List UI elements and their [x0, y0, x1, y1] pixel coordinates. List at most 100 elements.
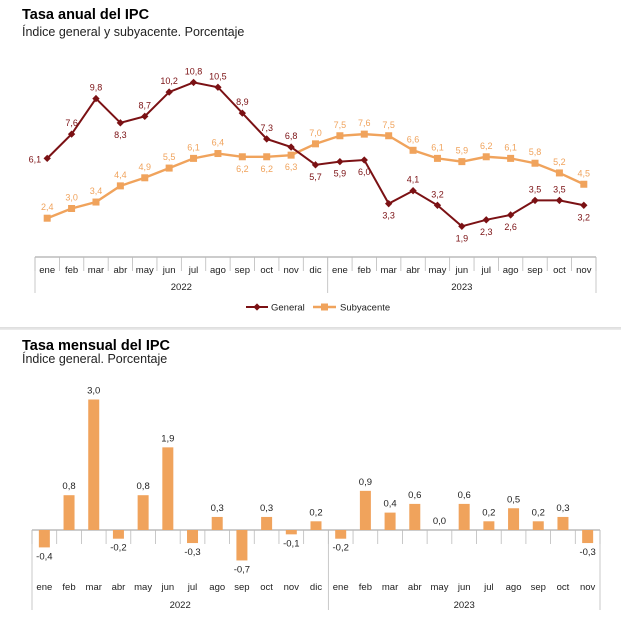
general-point: [360, 156, 368, 164]
x-tick-label: abr: [114, 265, 128, 276]
data-label-subyacente: 7,0: [309, 128, 322, 138]
subyacente-point: [458, 158, 466, 166]
x-tick-label: ago: [506, 582, 522, 593]
year-label: 2023: [454, 600, 475, 611]
data-label-general: 6,1: [29, 154, 42, 164]
x-tick-label: ene: [36, 582, 52, 593]
subyacente-point: [238, 153, 246, 161]
x-tick-label: mar: [380, 265, 396, 276]
panel-divider: [0, 327, 621, 331]
subyacente-point: [312, 140, 319, 148]
bar: [236, 530, 248, 561]
data-label-subyacente: 6,2: [480, 141, 493, 151]
bar-value-label: 3,0: [87, 386, 100, 397]
x-tick-label: ene: [332, 265, 348, 276]
series-line-general: [46, 81, 584, 228]
data-label-general: 10,8: [185, 66, 203, 76]
x-tick-label: jul: [187, 582, 198, 593]
x-tick-label: mar: [88, 265, 104, 276]
bar-value-label: 0,3: [211, 503, 224, 514]
x-tick-label: may: [431, 582, 449, 593]
subyacente-point: [92, 198, 100, 206]
legend-subyacente-marker: [321, 303, 328, 311]
data-label-general: 7,3: [260, 123, 273, 133]
x-tick-label: jul: [483, 582, 494, 593]
x-tick-label: jul: [480, 265, 491, 276]
x-tick-label: may: [428, 265, 446, 276]
x-tick-label: feb: [65, 265, 78, 276]
x-tick-label: abr: [408, 582, 422, 593]
subyacente-point: [507, 154, 515, 162]
data-label-general: 8,3: [114, 130, 127, 140]
bar-value-label: 0,3: [260, 503, 273, 514]
bar: [384, 512, 396, 530]
bar-value-label: 0,2: [309, 507, 322, 518]
bar-value-label: -0,3: [579, 547, 595, 558]
data-label-general: 3,5: [529, 184, 542, 194]
data-label-general: 3,2: [431, 189, 444, 199]
x-tick-label: ago: [503, 265, 519, 276]
general-point: [482, 216, 490, 224]
data-label-subyacente: 5,5: [163, 152, 176, 162]
data-label-general: 3,5: [553, 184, 566, 194]
subyacente-point: [580, 180, 588, 188]
bar-value-label: 0,6: [408, 490, 421, 501]
x-tick-label: oct: [260, 265, 273, 276]
general-point: [214, 83, 222, 91]
bar: [285, 530, 297, 535]
general-point: [531, 196, 539, 205]
monthly-chart-subtitle: Índice general. Porcentaje: [22, 352, 168, 366]
bar-value-label: 0,8: [137, 481, 150, 492]
data-label-general: 5,7: [309, 172, 322, 182]
data-label-subyacente: 6,1: [187, 142, 200, 152]
x-tick-label: may: [136, 265, 154, 276]
bar-value-label: -0,3: [184, 547, 200, 558]
x-tick-label: feb: [359, 582, 372, 593]
legend-general-marker: [253, 303, 261, 311]
general-point: [189, 78, 198, 87]
year-label: 2023: [451, 282, 472, 293]
general-point: [311, 161, 320, 169]
bar: [261, 516, 273, 530]
data-label-general: 1,9: [456, 233, 469, 243]
data-label-subyacente: 6,2: [236, 164, 249, 174]
x-tick-label: ene: [39, 265, 55, 276]
bar: [483, 521, 495, 530]
data-label-general: 8,9: [236, 97, 249, 107]
general-point: [580, 201, 588, 209]
x-tick-label: oct: [557, 582, 570, 593]
data-label-general: 3,2: [578, 212, 591, 222]
data-label-general: 4,1: [407, 175, 420, 185]
subyacente-point: [531, 159, 539, 167]
general-point: [287, 143, 295, 151]
bar-value-label: -0,1: [283, 538, 299, 549]
x-tick-label: nov: [284, 582, 300, 593]
data-label-general: 7,6: [65, 118, 78, 128]
subyacente-point: [433, 154, 441, 162]
general-point: [238, 109, 247, 117]
x-tick-label: may: [134, 582, 152, 593]
x-tick-label: dic: [309, 265, 321, 276]
x-tick-label: jun: [455, 265, 469, 276]
x-tick-label: ago: [209, 582, 225, 593]
annual-chart-title: Tasa anual del IPC: [22, 7, 150, 23]
bar: [557, 516, 569, 530]
bar: [162, 447, 174, 530]
monthly-bar-chart: ene feb mar abr may jun jul ago sep oct nov dic ene f…: [31, 386, 601, 611]
subyacente-point: [214, 150, 222, 158]
data-label-general: 6,0: [358, 167, 371, 177]
x-tick-label: sep: [531, 582, 546, 593]
x-tick-label: sep: [234, 582, 249, 593]
x-tick-label: sep: [235, 265, 250, 276]
x-tick-label: nov: [283, 265, 299, 276]
data-label-subyacente: 6,4: [212, 138, 225, 148]
bar: [137, 495, 149, 530]
bar-value-label: 0,6: [458, 490, 471, 501]
bar-value-label: 0,2: [482, 507, 495, 518]
data-label-general: 2,6: [504, 222, 517, 232]
bar: [532, 521, 544, 530]
bar: [582, 530, 594, 544]
data-label-subyacente: 6,6: [407, 134, 420, 144]
data-label-general: 3,3: [382, 211, 395, 221]
data-label-subyacente: 3,4: [90, 186, 103, 196]
